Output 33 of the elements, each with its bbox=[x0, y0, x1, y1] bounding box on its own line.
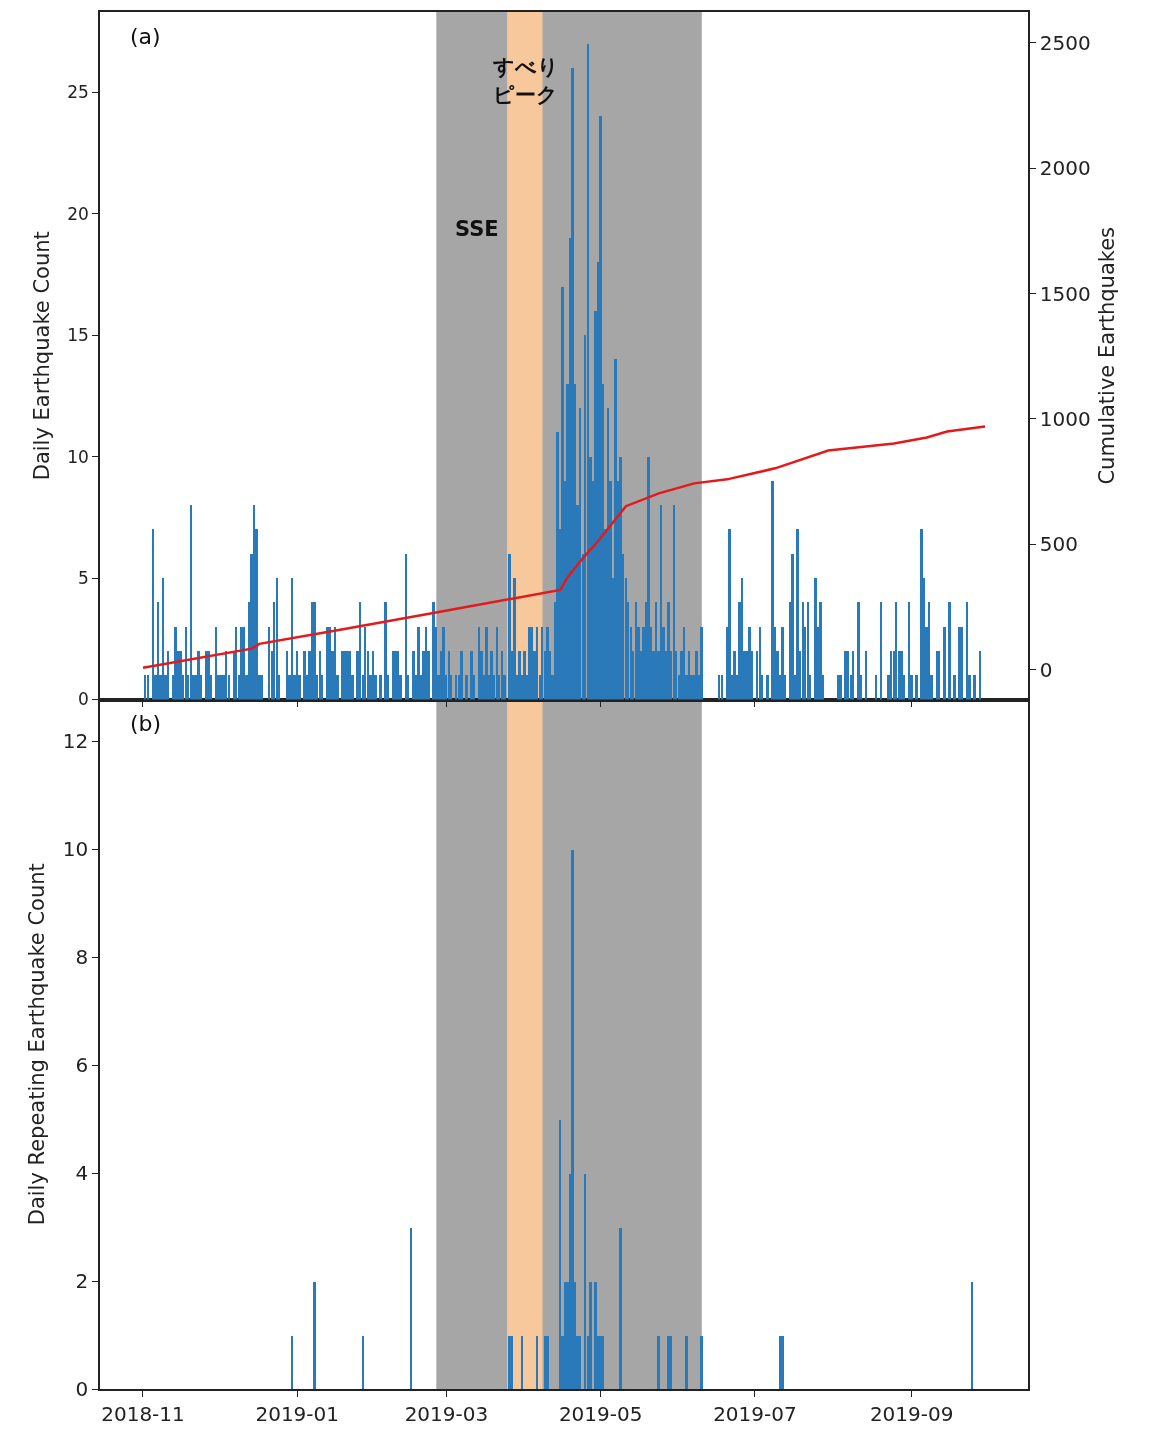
y-tick-label: 8 bbox=[75, 945, 89, 970]
annotation: SSE bbox=[455, 217, 499, 241]
y-tick-label: 6 bbox=[75, 1053, 89, 1078]
y-tick-label: 0 bbox=[78, 689, 89, 710]
y-tick-label: 25 bbox=[67, 82, 89, 103]
y2-tick-label: 0 bbox=[1039, 657, 1053, 682]
y2-tick-label: 2500 bbox=[1039, 30, 1091, 55]
x-tick-label: 2019-05 bbox=[558, 1401, 643, 1426]
y2-axis-title: Cumulative Earthquakes bbox=[1095, 226, 1120, 485]
y2-tick-label: 500 bbox=[1039, 532, 1078, 557]
y-tick-label: 2 bbox=[75, 1269, 89, 1294]
y2-tick-label: 1000 bbox=[1039, 406, 1091, 431]
y-tick-label: 12 bbox=[62, 729, 89, 754]
x-tick-label: 2019-09 bbox=[869, 1401, 954, 1426]
y2-tick-label: 2000 bbox=[1039, 156, 1091, 181]
y-tick-label: 4 bbox=[75, 1161, 89, 1186]
y-axis-title: Daily Repeating Earthquake Count bbox=[25, 863, 50, 1226]
annotation: (a) bbox=[130, 24, 161, 49]
x-tick-label: 2019-07 bbox=[713, 1401, 797, 1426]
y2-tick-label: 1500 bbox=[1039, 281, 1091, 306]
x-tick-label: 2019-03 bbox=[404, 1401, 489, 1426]
x-tick-label: 2019-01 bbox=[255, 1401, 340, 1426]
y-tick-label: 10 bbox=[67, 446, 89, 467]
y-tick-label: 15 bbox=[67, 325, 89, 346]
y-tick-label: 5 bbox=[78, 567, 89, 588]
y-tick-label: 10 bbox=[62, 837, 89, 862]
x-tick-label: 2018-11 bbox=[101, 1401, 185, 1426]
annotation: すべり bbox=[492, 55, 559, 79]
annotation: (b) bbox=[130, 711, 162, 736]
y-tick-label: 0 bbox=[75, 1377, 89, 1401]
y-tick-label: 20 bbox=[67, 203, 89, 224]
annotation: ピーク bbox=[493, 83, 558, 107]
y-axis-title: Daily Earthquake Count bbox=[29, 231, 54, 481]
